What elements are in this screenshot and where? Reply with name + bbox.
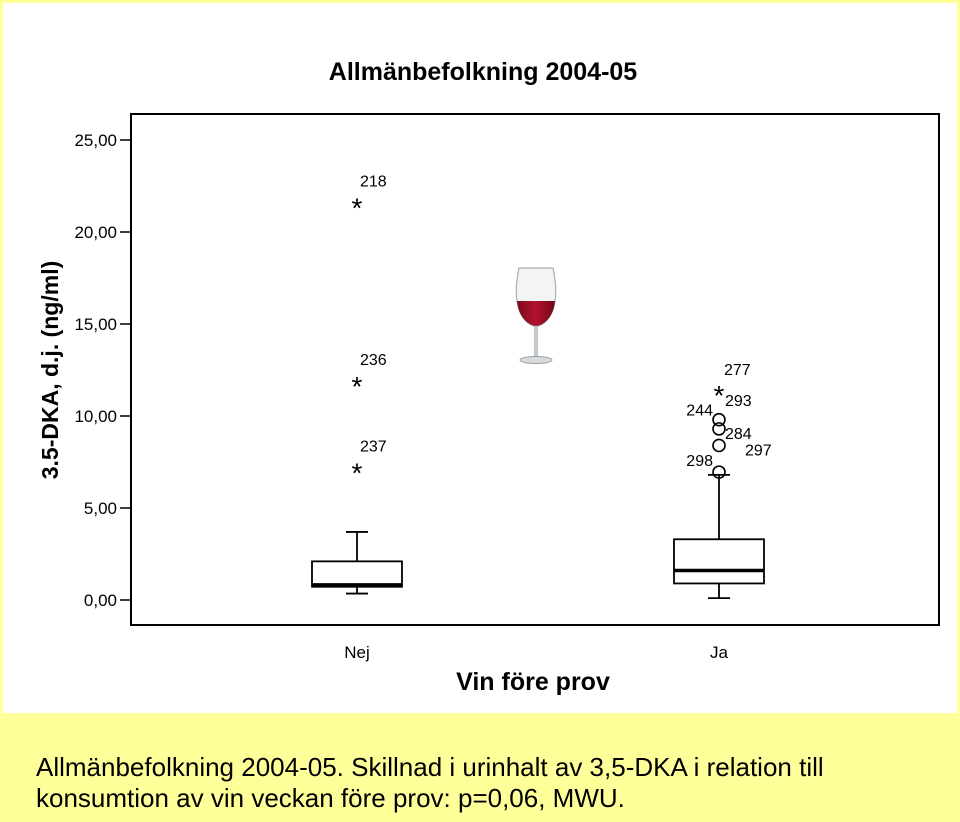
- y-tick-label: 5,00: [84, 499, 117, 518]
- chart-title: Allmänbefolkning 2004-05: [329, 58, 638, 86]
- extreme-label: 218: [360, 173, 387, 190]
- outlier-label: 244: [686, 403, 713, 420]
- y-tick-label: 0,00: [84, 591, 117, 610]
- y-tick-label: 25,00: [74, 131, 117, 150]
- box: [311, 560, 403, 588]
- x-category-label: Nej: [344, 643, 370, 662]
- outlier-point: [712, 465, 726, 479]
- y-tick-label: 15,00: [74, 315, 117, 334]
- outlier-label: 284: [725, 426, 752, 443]
- outlier-label: 298: [686, 453, 713, 470]
- x-category-label: Ja: [710, 643, 729, 662]
- y-axis-label: 3.5-DKA, d.j. (ng/ml): [37, 261, 63, 480]
- extreme-label: 277: [724, 362, 751, 379]
- extreme-label: 293: [725, 393, 752, 410]
- extreme-point: *: [714, 380, 725, 411]
- figure-caption: Allmänbefolkning 2004-05. Skillnad i uri…: [36, 752, 824, 813]
- wine-glass-icon: [515, 267, 557, 364]
- chart-figure: Allmänbefolkning 2004-05 3.5-DKA, d.j. (…: [3, 3, 957, 713]
- outlier-label: 297: [745, 442, 772, 459]
- plot-area: [130, 113, 940, 626]
- extreme-point: *: [352, 457, 363, 488]
- extreme-point: *: [352, 192, 363, 223]
- extreme-label: 237: [360, 438, 387, 455]
- box: [673, 538, 765, 585]
- x-axis-label: Vin före prov: [456, 668, 610, 696]
- y-axis: 0,00 5,00 10,00 15,00 20,00 25,00: [74, 131, 131, 610]
- outlier-point: [712, 438, 726, 453]
- y-tick-label: 20,00: [74, 223, 117, 242]
- outlier-point: [712, 422, 726, 436]
- outlier-point: [712, 412, 726, 427]
- box-plot: Allmänbefolkning 2004-05 3.5-DKA, d.j. (…: [37, 58, 940, 696]
- extreme-point: *: [352, 371, 363, 402]
- extreme-label: 236: [360, 352, 387, 369]
- y-tick-label: 10,00: [74, 407, 117, 426]
